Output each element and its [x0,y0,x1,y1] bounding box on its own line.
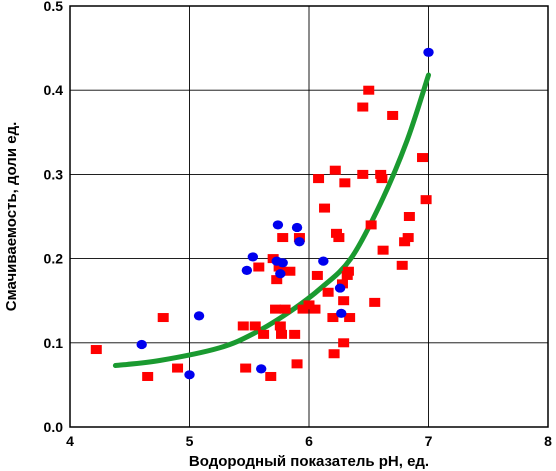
data-point-square [342,266,354,276]
x-tick-label: 5 [186,433,194,449]
fit-curve [112,72,431,369]
data-point-circle [294,237,305,247]
x-tick-label: 7 [425,433,433,449]
x-tick-label: 4 [66,433,74,449]
x-tick-label: 6 [305,433,313,449]
data-point-square [313,174,325,184]
data-point-square [336,279,348,289]
data-point-square [402,233,414,243]
data-point-square [344,313,356,323]
data-point-square [157,313,169,323]
y-tick-label: 0.3 [44,166,64,182]
data-point-circle [275,269,286,279]
y-tick-label: 0.1 [44,335,64,351]
data-point-circle [336,308,347,318]
data-point-square [279,304,291,314]
data-point-square [322,287,334,297]
data-point-square [403,212,415,221]
data-point-square [396,260,408,270]
data-point-square [319,203,331,213]
data-point-square [277,233,289,243]
data-point-circle [334,283,346,293]
data-point-square [365,220,377,230]
data-point-square [297,304,309,314]
data-point-circle [136,339,147,350]
data-point-circle [241,265,253,275]
data-point-square [284,266,296,276]
data-point-circle [193,311,205,321]
data-point-square [253,262,265,272]
data-point-square [265,371,277,381]
data-point-square [258,329,270,339]
data-point-square [309,304,321,314]
fit-curve-layer [112,72,431,369]
data-point-square [291,359,303,369]
data-point-square [237,321,249,331]
x-tick-label: 8 [544,433,552,449]
data-point-square [357,102,369,112]
data-point-circle [247,252,259,262]
data-point-circle [318,256,329,266]
data-point-square [387,110,399,120]
y-axis-title: Смачиваемость, доли ед. [3,122,20,312]
data-point-square [338,296,350,306]
data-point-square [90,345,102,355]
data-point-square [249,321,261,331]
data-point-square [289,329,301,339]
data-point-square [327,313,339,323]
data-point-square [420,195,432,205]
data-point-circle [277,258,288,268]
data-point-square [240,363,252,373]
data-point-square [339,178,351,188]
data-point-square [271,275,283,285]
plot-frame [69,5,549,428]
data-point-square [273,262,285,272]
data-point-square [311,270,323,280]
y-tick-label: 0.4 [44,82,64,98]
data-point-square [276,329,288,339]
data-point-circle [272,220,284,230]
data-point-circle [423,47,434,57]
data-point-square [329,165,341,175]
data-point-circle [184,370,195,380]
data-point-square [328,349,340,359]
data-point-square [377,245,389,255]
data-point-square [369,297,381,307]
data-point-square [333,233,345,243]
x-axis-title: Водородный показатель рН, ед. [189,453,429,470]
y-tick-label: 0.2 [44,251,64,267]
data-point-square [270,304,282,314]
y-tick-label: 0.0 [44,419,64,435]
y-tick-label: 0.5 [44,0,64,14]
data-point-circle [291,222,303,233]
data-points [90,47,434,381]
data-point-square [376,174,388,184]
data-point-square [363,85,375,95]
data-point-square [142,371,154,381]
data-point-square [417,153,429,163]
data-point-square [357,169,369,179]
data-point-square [338,338,350,348]
data-point-square [303,300,315,310]
tick-labels: 4 5 6 7 8 0.0 0.1 0.2 0.3 0.4 0.5 [44,0,553,449]
data-point-circle [256,364,267,374]
data-point-square [172,363,184,373]
data-point-square [274,321,286,331]
